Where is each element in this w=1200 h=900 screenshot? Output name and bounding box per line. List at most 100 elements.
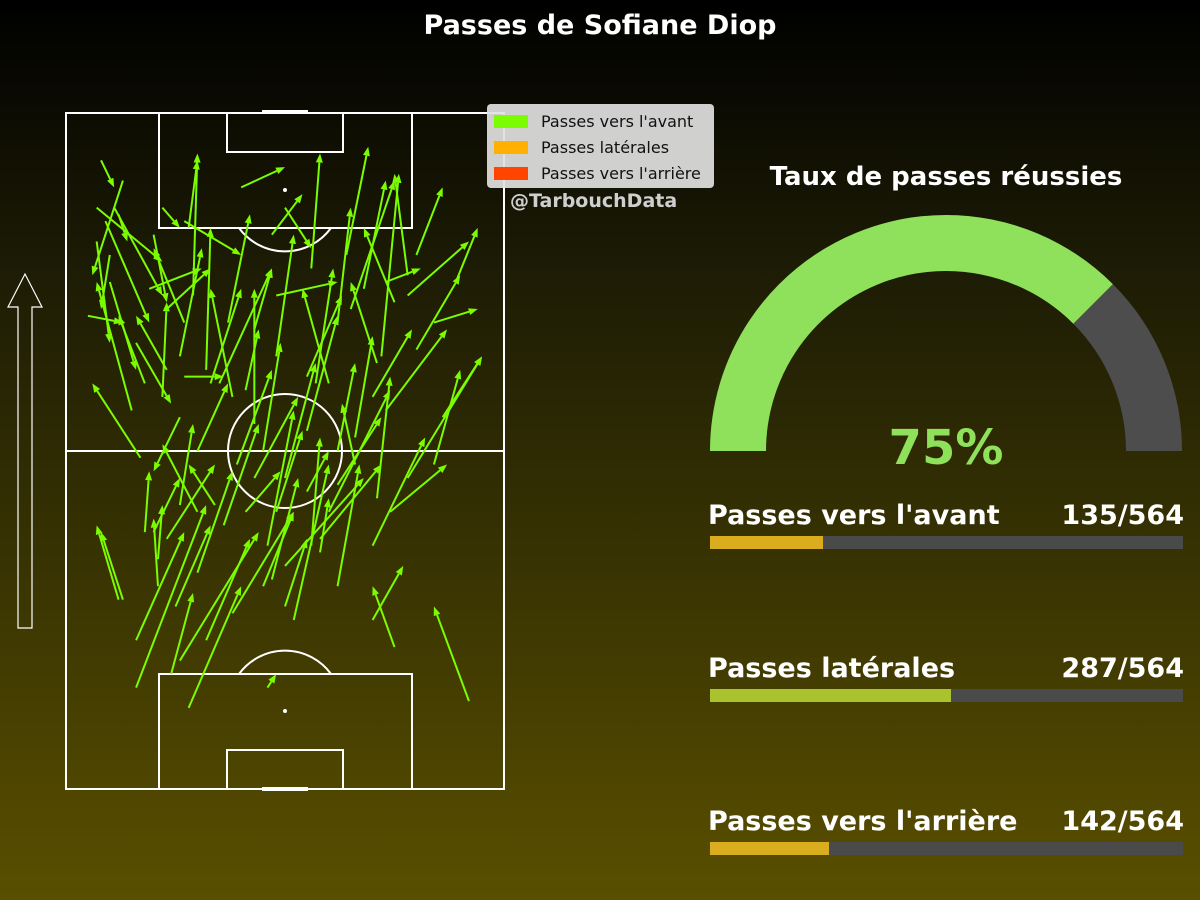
pass-line [156, 416, 181, 464]
pass-arrowhead [468, 308, 478, 316]
pass-arrow [415, 187, 443, 256]
pass-arrow [244, 471, 281, 513]
pass-arrow [209, 288, 242, 384]
pass-arrow [100, 159, 115, 188]
pass-line [166, 273, 205, 310]
pass-arrowhead [154, 285, 163, 296]
pass-arrowhead [121, 231, 128, 242]
pass-arrow [340, 403, 357, 465]
pass-arrowhead [372, 586, 379, 596]
pass-line [385, 270, 413, 283]
pass-line [244, 477, 276, 513]
pass-line [433, 310, 470, 324]
pass-arrowhead [265, 369, 273, 380]
pass-arrowhead [188, 423, 196, 434]
pass-arrow [305, 295, 342, 378]
pass-line [205, 236, 212, 370]
legend-item-forward: Passes vers l'avant [493, 108, 708, 134]
pass-arrow [152, 478, 180, 533]
penalty-spot-top [283, 188, 287, 192]
pass-line [275, 438, 301, 513]
pass-arrowhead [92, 383, 101, 393]
pass-map [87, 146, 483, 709]
pass-line [135, 513, 204, 688]
pass-arrowhead [380, 180, 388, 191]
pass-line [270, 486, 297, 580]
pass-arrowhead [244, 214, 252, 224]
pass-arrowhead [150, 518, 158, 528]
pass-line [319, 470, 377, 540]
pass-line [187, 594, 239, 709]
pass-line [218, 276, 270, 384]
pass-line [371, 573, 400, 621]
pass-arrowhead [294, 194, 303, 204]
pass-arrowhead [340, 403, 348, 414]
pass-arrow [148, 268, 202, 290]
pass-arrowhead [363, 146, 370, 157]
pass-arrow [165, 464, 215, 540]
stat-bar-fill-lateral [710, 689, 951, 702]
pass-line [192, 471, 216, 506]
pass-line [170, 601, 192, 675]
pass-line [101, 254, 111, 301]
pass-arrow [432, 369, 462, 465]
pass-line [143, 480, 150, 533]
pass-arrow [250, 288, 258, 424]
pass-arrow [135, 342, 172, 404]
pass-arrow [372, 586, 396, 648]
pass-arrowhead [250, 288, 258, 298]
pass-line [187, 169, 198, 229]
pass-arrowhead [372, 464, 382, 474]
pass-arrow [270, 478, 300, 580]
pass-line [231, 519, 290, 614]
pass-arrow [310, 437, 323, 546]
pass-line [305, 303, 340, 378]
pass-line [380, 182, 400, 357]
pass-arrow [406, 241, 469, 297]
penalty-arc-top [238, 227, 332, 253]
pass-arrowhead [275, 167, 285, 175]
pass-line [305, 324, 337, 431]
pass-arrowhead [350, 282, 357, 292]
pass-line [454, 235, 476, 283]
pass-arrowhead [99, 299, 106, 310]
pass-arrowhead [459, 241, 469, 251]
pass-arrow [153, 416, 181, 472]
gauge-arc-remaining [1072, 284, 1182, 452]
pass-arrowhead [385, 376, 393, 386]
stat-bar-fill-backward [710, 842, 830, 855]
pass-line [235, 377, 270, 465]
pass-arrow [100, 532, 124, 601]
pass-arrow [345, 146, 370, 256]
pass-arrowhead [418, 437, 426, 448]
pass-arrow [166, 268, 211, 310]
legend-swatch-lateral [494, 140, 528, 154]
pass-line [253, 276, 271, 330]
pass-line [135, 342, 168, 397]
pass-arrowhead [328, 280, 338, 288]
pass-line [336, 473, 359, 587]
pass-arrowhead [438, 329, 448, 339]
pass-arrowhead [95, 525, 103, 535]
watermark: @TarbouchData [510, 190, 678, 212]
pass-line [96, 206, 157, 257]
pass-arrowhead [268, 674, 277, 684]
pass-arrowhead [201, 268, 211, 278]
pass-arrowhead [315, 153, 323, 163]
pass-arrowhead [142, 312, 150, 323]
pass-line [156, 513, 163, 560]
center-circle [227, 393, 343, 509]
pass-arrowhead [395, 565, 404, 576]
pass-arrow [92, 383, 142, 459]
pass-arrowhead [388, 180, 395, 191]
pass-arrowhead [349, 363, 357, 373]
pass-line [303, 297, 330, 384]
pass-arrow [433, 308, 478, 324]
pass-arrow [275, 430, 304, 513]
pass-arrowhead [292, 478, 300, 488]
pass-line [284, 207, 308, 242]
pass-arrowhead [113, 317, 123, 325]
pass-line [227, 223, 250, 323]
pass-arrow [275, 234, 296, 357]
pass-arrowhead [323, 498, 331, 508]
